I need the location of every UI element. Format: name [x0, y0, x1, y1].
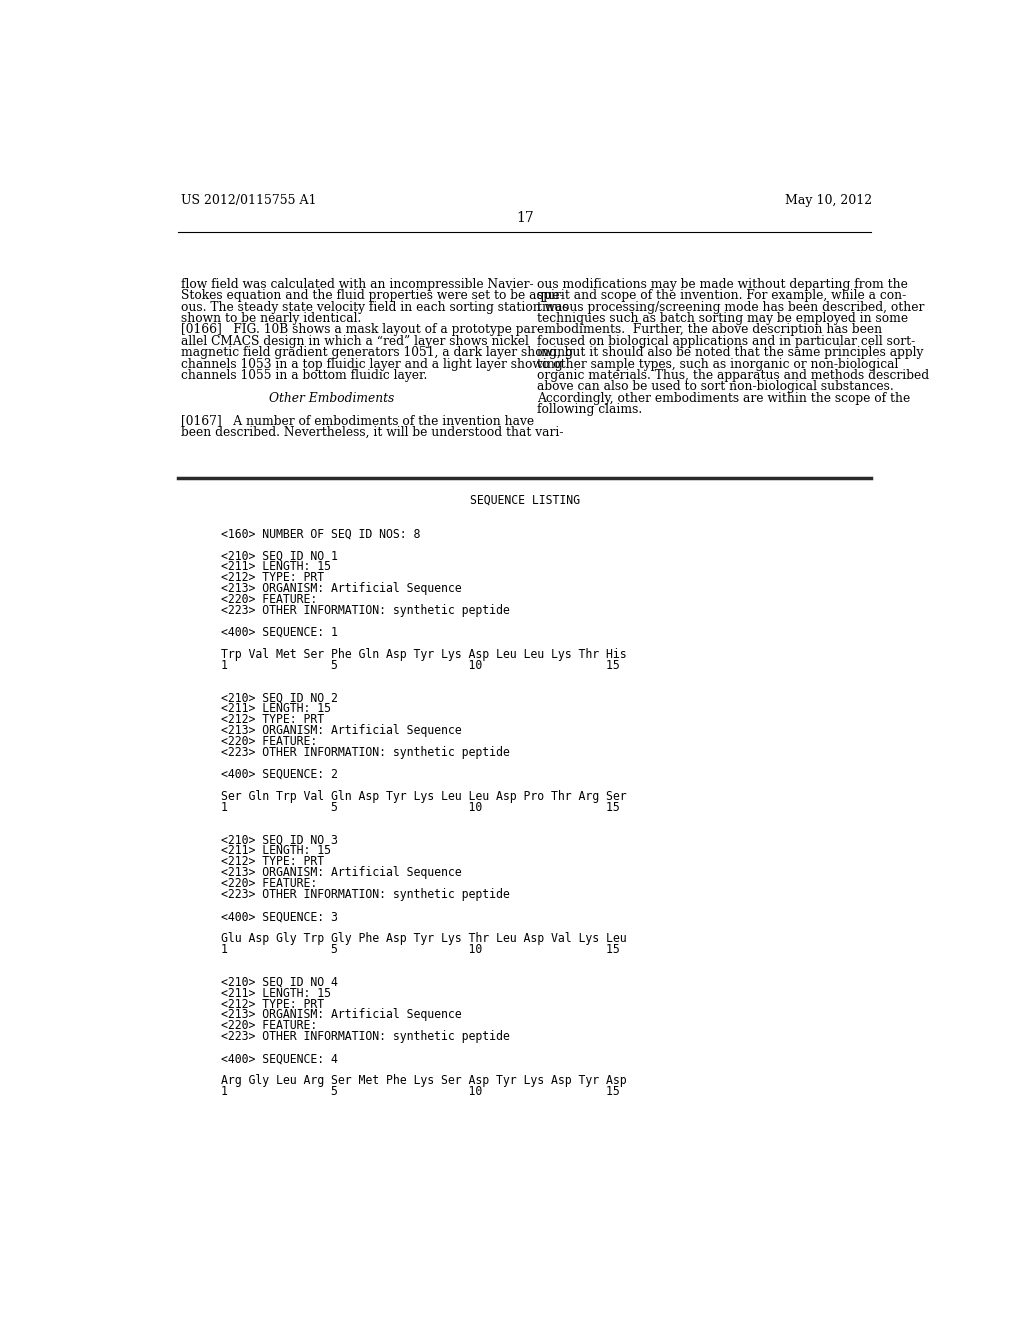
Text: [0166]   FIG. 10B shows a mask layout of a prototype par-: [0166] FIG. 10B shows a mask layout of a… [180, 323, 541, 337]
Text: ing, but it should also be noted that the same principles apply: ing, but it should also be noted that th… [538, 346, 924, 359]
Text: <160> NUMBER OF SEQ ID NOS: 8: <160> NUMBER OF SEQ ID NOS: 8 [221, 528, 421, 540]
Text: tinuous processing/screening mode has been described, other: tinuous processing/screening mode has be… [538, 301, 925, 314]
Text: <223> OTHER INFORMATION: synthetic peptide: <223> OTHER INFORMATION: synthetic pepti… [221, 746, 510, 759]
Text: Glu Asp Gly Trp Gly Phe Asp Tyr Lys Thr Leu Asp Val Lys Leu: Glu Asp Gly Trp Gly Phe Asp Tyr Lys Thr … [221, 932, 627, 945]
Text: following claims.: following claims. [538, 403, 642, 416]
Text: Arg Gly Leu Arg Ser Met Phe Lys Ser Asp Tyr Lys Asp Tyr Asp: Arg Gly Leu Arg Ser Met Phe Lys Ser Asp … [221, 1074, 627, 1088]
Text: ous. The steady state velocity field in each sorting station was: ous. The steady state velocity field in … [180, 301, 568, 314]
Text: <400> SEQUENCE: 2: <400> SEQUENCE: 2 [221, 768, 338, 781]
Text: channels 1055 in a bottom fluidic layer.: channels 1055 in a bottom fluidic layer. [180, 368, 427, 381]
Text: shown to be nearly identical.: shown to be nearly identical. [180, 312, 361, 325]
Text: <210> SEQ ID NO 3: <210> SEQ ID NO 3 [221, 833, 338, 846]
Text: May 10, 2012: May 10, 2012 [784, 194, 872, 207]
Text: magnetic field gradient generators 1051, a dark layer showing: magnetic field gradient generators 1051,… [180, 346, 572, 359]
Text: <220> FEATURE:: <220> FEATURE: [221, 1019, 317, 1032]
Text: <220> FEATURE:: <220> FEATURE: [221, 593, 317, 606]
Text: <211> LENGTH: 15: <211> LENGTH: 15 [221, 560, 331, 573]
Text: US 2012/0115755 A1: US 2012/0115755 A1 [180, 194, 316, 207]
Text: <400> SEQUENCE: 1: <400> SEQUENCE: 1 [221, 626, 338, 639]
Text: 1               5                   10                  15: 1 5 10 15 [221, 942, 620, 956]
Text: allel CMACS design in which a “red” layer shows nickel: allel CMACS design in which a “red” laye… [180, 335, 528, 347]
Text: above can also be used to sort non-biological substances.: above can also be used to sort non-biolo… [538, 380, 894, 393]
Text: <212> TYPE: PRT: <212> TYPE: PRT [221, 855, 325, 869]
Text: <211> LENGTH: 15: <211> LENGTH: 15 [221, 986, 331, 999]
Text: Accordingly, other embodiments are within the scope of the: Accordingly, other embodiments are withi… [538, 392, 910, 405]
Text: flow field was calculated with an incompressible Navier-: flow field was calculated with an incomp… [180, 277, 534, 290]
Text: <213> ORGANISM: Artificial Sequence: <213> ORGANISM: Artificial Sequence [221, 725, 462, 737]
Text: <212> TYPE: PRT: <212> TYPE: PRT [221, 713, 325, 726]
Text: <211> LENGTH: 15: <211> LENGTH: 15 [221, 702, 331, 715]
Text: 1               5                   10                  15: 1 5 10 15 [221, 1085, 620, 1098]
Text: <220> FEATURE:: <220> FEATURE: [221, 735, 317, 748]
Text: <213> ORGANISM: Artificial Sequence: <213> ORGANISM: Artificial Sequence [221, 1008, 462, 1022]
Text: <223> OTHER INFORMATION: synthetic peptide: <223> OTHER INFORMATION: synthetic pepti… [221, 605, 510, 616]
Text: <210> SEQ ID NO 4: <210> SEQ ID NO 4 [221, 975, 338, 989]
Text: <400> SEQUENCE: 3: <400> SEQUENCE: 3 [221, 909, 338, 923]
Text: <210> SEQ ID NO 1: <210> SEQ ID NO 1 [221, 549, 338, 562]
Text: channels 1053 in a top fluidic layer and a light layer showing: channels 1053 in a top fluidic layer and… [180, 358, 562, 371]
Text: spirit and scope of the invention. For example, while a con-: spirit and scope of the invention. For e… [538, 289, 906, 302]
Text: techniques such as batch sorting may be employed in some: techniques such as batch sorting may be … [538, 312, 908, 325]
Text: embodiments.  Further, the above description has been: embodiments. Further, the above descript… [538, 323, 883, 337]
Text: been described. Nevertheless, it will be understood that vari-: been described. Nevertheless, it will be… [180, 426, 563, 438]
Text: <223> OTHER INFORMATION: synthetic peptide: <223> OTHER INFORMATION: synthetic pepti… [221, 1031, 510, 1043]
Text: <213> ORGANISM: Artificial Sequence: <213> ORGANISM: Artificial Sequence [221, 582, 462, 595]
Text: to other sample types, such as inorganic or non-biological: to other sample types, such as inorganic… [538, 358, 899, 371]
Text: 1               5                   10                  15: 1 5 10 15 [221, 801, 620, 813]
Text: Stokes equation and the fluid properties were set to be aque-: Stokes equation and the fluid properties… [180, 289, 563, 302]
Text: <211> LENGTH: 15: <211> LENGTH: 15 [221, 845, 331, 858]
Text: <210> SEQ ID NO 2: <210> SEQ ID NO 2 [221, 692, 338, 705]
Text: <213> ORGANISM: Artificial Sequence: <213> ORGANISM: Artificial Sequence [221, 866, 462, 879]
Text: ous modifications may be made without departing from the: ous modifications may be made without de… [538, 277, 908, 290]
Text: Ser Gln Trp Val Gln Asp Tyr Lys Leu Leu Asp Pro Thr Arg Ser: Ser Gln Trp Val Gln Asp Tyr Lys Leu Leu … [221, 789, 627, 803]
Text: <212> TYPE: PRT: <212> TYPE: PRT [221, 998, 325, 1011]
Text: 1               5                   10                  15: 1 5 10 15 [221, 659, 620, 672]
Text: Other Embodiments: Other Embodiments [269, 392, 394, 405]
Text: Trp Val Met Ser Phe Gln Asp Tyr Lys Asp Leu Leu Lys Thr His: Trp Val Met Ser Phe Gln Asp Tyr Lys Asp … [221, 648, 627, 660]
Text: 17: 17 [516, 211, 534, 226]
Text: <220> FEATURE:: <220> FEATURE: [221, 878, 317, 890]
Text: <223> OTHER INFORMATION: synthetic peptide: <223> OTHER INFORMATION: synthetic pepti… [221, 888, 510, 902]
Text: organic materials. Thus, the apparatus and methods described: organic materials. Thus, the apparatus a… [538, 368, 930, 381]
Text: focused on biological applications and in particular cell sort-: focused on biological applications and i… [538, 335, 915, 347]
Text: [0167]   A number of embodiments of the invention have: [0167] A number of embodiments of the in… [180, 414, 534, 428]
Text: SEQUENCE LISTING: SEQUENCE LISTING [470, 494, 580, 507]
Text: <400> SEQUENCE: 4: <400> SEQUENCE: 4 [221, 1052, 338, 1065]
Text: <212> TYPE: PRT: <212> TYPE: PRT [221, 572, 325, 585]
